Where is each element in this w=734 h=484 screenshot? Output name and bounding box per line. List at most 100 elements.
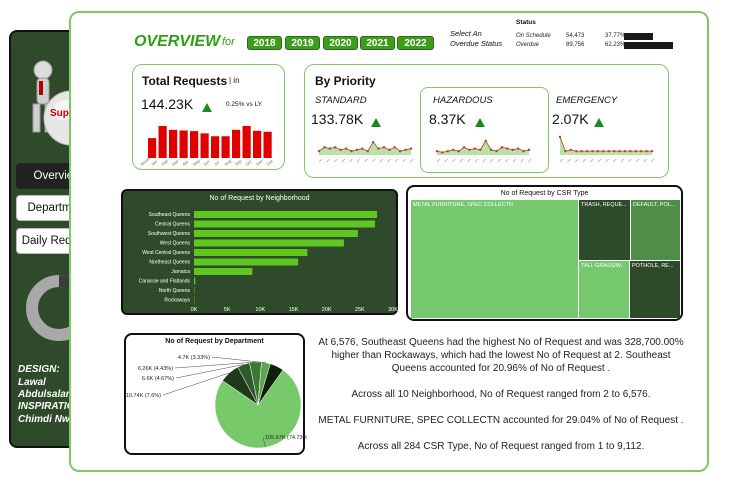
design-name: Lawal Abdulsalam	[18, 377, 75, 400]
sparkline-tick	[402, 158, 406, 163]
pie-slice-label: 10.74K (7.6%)	[126, 393, 161, 399]
narrative-line-1: At 6,576, Southeast Queens had the highe…	[318, 337, 684, 374]
year-2018-button[interactable]: 2018	[247, 36, 282, 50]
sparkline-point	[602, 149, 605, 153]
priority-hazardous-label: HAZARDOUS	[433, 95, 493, 106]
neighborhood-bar	[194, 277, 196, 285]
monthly-bar	[221, 136, 230, 158]
sparkline-point	[645, 149, 648, 153]
sparkline-tick	[489, 158, 494, 163]
sparkline-tick	[379, 158, 384, 163]
year-2021-button[interactable]: 2021	[360, 36, 395, 50]
up-arrow-icon	[475, 114, 485, 132]
sparkline-tick	[474, 158, 479, 163]
sparkline-tick	[394, 158, 399, 163]
csr-tile-trash[interactable]: TRASH, REQUE...	[579, 200, 630, 260]
status-overdue-bar	[624, 42, 673, 49]
csr-tile-pothole[interactable]: POTHOLE, RE...	[630, 261, 680, 318]
sparkline-point	[446, 149, 450, 153]
month-tick-label: Sep	[234, 158, 243, 167]
neighborhood-category-label: Southeast Queens	[149, 212, 191, 218]
monthly-bar	[200, 133, 209, 158]
status-overdue-label[interactable]: Overdue	[516, 42, 540, 48]
sparkline-point	[580, 149, 583, 153]
sparkline-tick	[567, 158, 571, 163]
sparkline-tick	[349, 158, 353, 163]
priority-title: By Priority	[315, 74, 376, 88]
status-overdue-pct: 62.23%	[605, 42, 626, 48]
up-arrow-icon	[371, 114, 381, 132]
neighborhood-category-label: Canarsie and Flatlands	[139, 279, 191, 285]
neighborhood-bar	[194, 220, 376, 228]
sparkline-tick	[650, 158, 655, 163]
total-requests-value: 144.23K	[141, 96, 194, 112]
status-on-schedule-label[interactable]: On Schedule	[516, 33, 551, 39]
pie-leader-line	[211, 356, 266, 363]
csr-tile-metal-furniture[interactable]: METAL FURNITURE, SPEC COLLECTN	[411, 200, 578, 318]
inspiration-heading: INSPIRATION:	[18, 401, 86, 412]
sparkline-tick	[409, 158, 414, 163]
neighborhood-bar	[194, 249, 308, 256]
sparkline-point	[473, 147, 477, 150]
sparkline-point	[317, 149, 321, 153]
pie-leader-line	[174, 361, 256, 369]
sparkline-tick	[512, 158, 517, 163]
csr-treemap-panel: No of Request by CSR Type METAL FURNITUR…	[406, 185, 683, 321]
sparkline-point	[585, 149, 589, 153]
sparkline-tick	[527, 158, 532, 163]
neighborhood-category-label: Southwest Queens	[148, 231, 191, 237]
sparkline-tick	[597, 158, 602, 163]
priority-card: By Priority STANDARD 133.78K HAZARDOUS 8.37…	[304, 64, 669, 178]
neighborhood-category-label: North Queens	[159, 288, 191, 294]
month-tick-label: Jan	[150, 159, 158, 167]
sparkline-tick	[387, 158, 391, 163]
sparkline-tick	[643, 158, 647, 163]
sparkline-point	[452, 148, 455, 152]
sparkline-point	[388, 148, 391, 152]
sparkline-tick	[612, 158, 617, 163]
sparkline-point	[522, 149, 525, 153]
sparkline-point	[441, 151, 444, 154]
sparkline-point	[484, 139, 487, 143]
sparkline-tick	[318, 158, 323, 163]
sparkline-area	[560, 137, 652, 155]
status-overdue-count: 89,756	[566, 42, 585, 48]
status-on-schedule-count: 54,473	[566, 33, 585, 39]
sparkline-tick	[497, 158, 502, 163]
sparkline-tick	[341, 158, 346, 163]
neighborhood-chart-title: No of Request by Neighborhood	[209, 195, 310, 202]
department-pie-chart: 105.67K (74.73%) 10.74K (7.6%) 6.6K (4.67%…	[126, 355, 307, 449]
neighborhood-chart-panel: No of Request by Neighborhood Southeast …	[121, 189, 398, 315]
priority-standard-label: STANDARD	[315, 95, 367, 106]
sparkline-point	[409, 147, 413, 150]
status-title: Status	[516, 19, 536, 26]
csr-treemap-title: No of Request by CSR Type	[500, 190, 589, 197]
month-tick-label: Jul	[213, 160, 220, 167]
smart-narrative: At 6,576, Southeast Queens had the highe…	[318, 336, 684, 466]
csr-tile-tall-grass[interactable]: TALL GRASS/W...	[579, 261, 629, 318]
sparkline-point	[500, 146, 504, 149]
year-2019-button[interactable]: 2019	[285, 36, 320, 50]
sparkline-point	[639, 149, 643, 153]
neighborhood-x-tick: 30K	[388, 307, 398, 313]
sparkline-tick	[371, 158, 376, 163]
pie-leader-line	[175, 364, 244, 379]
sparkline-point	[516, 147, 520, 150]
total-requests-change: 0.25% vs LY	[226, 101, 263, 108]
sparkline-tick	[582, 158, 587, 163]
sparkline-point	[435, 149, 439, 153]
status-on-schedule-bar	[624, 33, 654, 40]
sparkline-point	[479, 148, 482, 152]
up-arrow-icon	[594, 114, 604, 132]
neighborhood-x-tick: 10K	[255, 307, 265, 313]
neighborhood-bar	[194, 239, 344, 247]
neighborhood-category-label: Jamaica	[171, 269, 190, 275]
year-2022-button[interactable]: 2022	[397, 36, 434, 50]
month-tick-label: Apr	[181, 159, 189, 167]
sparkline-area	[319, 142, 411, 155]
month-tick-label: May	[192, 158, 201, 167]
year-2020-button[interactable]: 2020	[323, 36, 358, 50]
neighborhood-x-tick: 15K	[289, 307, 299, 313]
pie-leader-line	[162, 372, 230, 396]
csr-tile-default[interactable]: DEFAULT, POL...	[631, 200, 680, 260]
